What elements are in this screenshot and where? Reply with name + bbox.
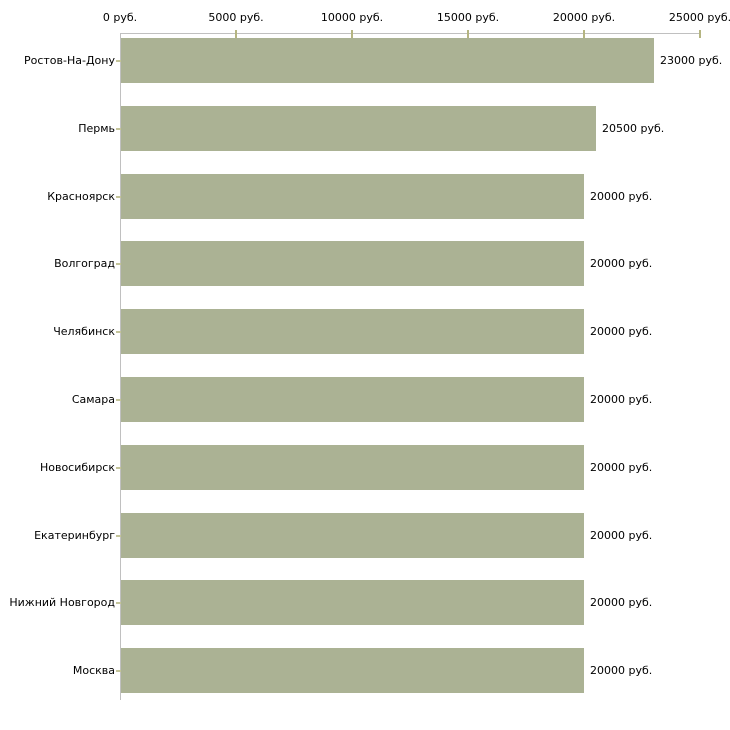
category-tick-dash (116, 196, 121, 198)
x-tick-mark (351, 30, 353, 38)
bar (121, 648, 584, 693)
category-label: Самара (71, 393, 115, 406)
value-label: 20000 руб. (590, 257, 653, 270)
category-tick-dash (116, 128, 121, 130)
bar (121, 309, 584, 354)
category-label: Волгоград (54, 257, 115, 270)
bar (121, 445, 584, 490)
value-label: 20000 руб. (590, 461, 653, 474)
bar (121, 106, 596, 151)
category-label: Красноярск (47, 190, 115, 203)
bar (121, 513, 584, 558)
category-label: Челябинск (53, 325, 115, 338)
value-label: 20000 руб. (590, 664, 653, 677)
x-tick-label: 10000 руб. (320, 11, 384, 24)
category-tick-dash (116, 60, 121, 62)
x-tick-label: 5000 руб. (208, 11, 264, 24)
value-label: 20000 руб. (590, 325, 653, 338)
x-tick-mark (235, 30, 237, 38)
x-tick-label: 20000 руб. (552, 11, 616, 24)
bar (121, 377, 584, 422)
category-tick-dash (116, 670, 121, 672)
category-label: Екатеринбург (34, 529, 115, 542)
value-label: 20500 руб. (602, 122, 665, 135)
category-tick-dash (116, 535, 121, 537)
value-label: 20000 руб. (590, 190, 653, 203)
value-label: 23000 руб. (660, 54, 723, 67)
category-tick-dash (116, 263, 121, 265)
category-label: Ростов-На-Дону (23, 54, 115, 67)
x-tick-mark (467, 30, 469, 38)
x-axis-line (120, 33, 701, 34)
bar (121, 241, 584, 286)
bar (121, 38, 654, 83)
value-label: 20000 руб. (590, 529, 653, 542)
x-tick-mark (699, 30, 701, 38)
category-label: Пермь (78, 122, 115, 135)
category-tick-dash (116, 331, 121, 333)
x-tick-label: 0 руб. (102, 11, 138, 24)
bar (121, 580, 584, 625)
x-tick-label: 15000 руб. (436, 11, 500, 24)
value-label: 20000 руб. (590, 393, 653, 406)
category-tick-dash (116, 399, 121, 401)
x-tick-label: 25000 руб. (668, 11, 730, 24)
category-tick-dash (116, 467, 121, 469)
bar (121, 174, 584, 219)
category-label: Нижний Новгород (9, 596, 115, 609)
category-tick-dash (116, 602, 121, 604)
y-axis-line (120, 33, 121, 700)
value-label: 20000 руб. (590, 596, 653, 609)
x-tick-mark (583, 30, 585, 38)
category-label: Москва (72, 664, 115, 677)
category-label: Новосибирск (39, 461, 115, 474)
